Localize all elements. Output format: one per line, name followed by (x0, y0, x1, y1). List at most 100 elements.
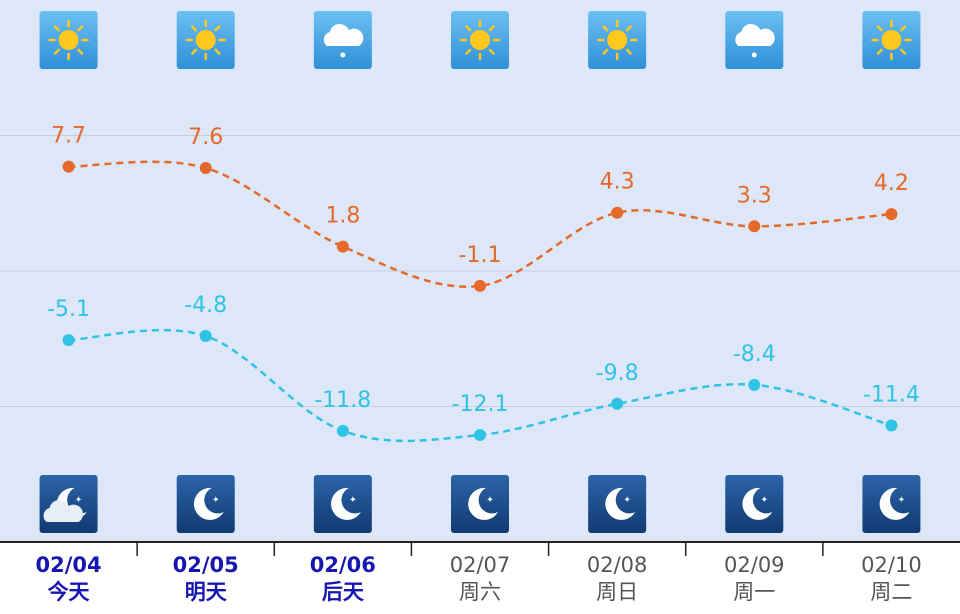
sun-ray (53, 25, 60, 32)
sun-ray (77, 25, 84, 32)
sun-ray (53, 48, 60, 55)
star: ✦ (761, 496, 769, 506)
sun-ray (465, 48, 472, 55)
cloud (323, 23, 364, 46)
sun (58, 30, 79, 50)
star: ✦ (349, 496, 357, 506)
data-point (62, 160, 75, 173)
day-icon (725, 11, 784, 69)
data-point (199, 330, 212, 343)
data-label: 3.3 (737, 183, 772, 208)
sun-ray (77, 48, 84, 55)
star: ✦ (212, 496, 220, 506)
night-icon: ✦ (313, 475, 372, 533)
data-point (885, 419, 898, 432)
star: ✦ (898, 496, 906, 506)
sun-ray (876, 48, 883, 55)
data-point (611, 397, 624, 410)
day-icon (176, 11, 235, 69)
data-point (748, 220, 761, 233)
weekday-label: 今天 (48, 580, 91, 604)
sun-ray (625, 48, 632, 55)
date-label: 02/06 (310, 553, 376, 577)
data-label: -11.8 (314, 388, 371, 413)
sun-ray (488, 25, 495, 32)
data-label: 1.8 (325, 204, 360, 229)
weekday-label: 明天 (185, 580, 228, 604)
data-point (474, 428, 486, 441)
data-point (62, 334, 75, 347)
icon-tile (588, 475, 647, 533)
data-point (611, 206, 624, 219)
sun-ray (625, 25, 632, 32)
sun-ray (900, 25, 907, 32)
snowflake (751, 52, 757, 58)
sun-ray (214, 25, 221, 32)
icon-tile (39, 475, 98, 533)
date-label: 02/08 (587, 553, 648, 577)
date-label: 02/04 (36, 553, 102, 577)
sun-ray (488, 48, 495, 55)
moon (193, 487, 224, 520)
sun-ray (465, 25, 472, 32)
date-label: 02/07 (450, 553, 511, 577)
data-label: -8.4 (733, 342, 776, 367)
data-point (199, 162, 212, 175)
moon (879, 487, 910, 520)
date-label: 02/05 (173, 553, 239, 577)
date-label: 02/09 (724, 553, 785, 577)
data-label: -5.1 (47, 297, 90, 322)
sun-ray (602, 48, 609, 55)
icon-tile (451, 475, 509, 533)
data-point (885, 208, 898, 221)
star: ✦ (75, 496, 83, 506)
night-icon: ✦ (176, 475, 235, 533)
data-point (336, 240, 349, 253)
moon (742, 487, 773, 520)
icon-tile (313, 475, 372, 533)
icon-tile (725, 475, 784, 533)
sun (195, 30, 216, 50)
day-icon (451, 11, 509, 69)
sun-ray (900, 48, 907, 55)
weekday-label: 周日 (596, 580, 638, 604)
night-icon: ✦ (39, 475, 98, 533)
data-point (748, 378, 761, 391)
sun-ray (191, 48, 198, 55)
star: ✦ (623, 496, 631, 506)
sun-ray (214, 48, 221, 55)
day-icon (39, 11, 98, 69)
data-label: -11.4 (863, 382, 920, 407)
cloud (735, 23, 775, 46)
snowflake (340, 52, 346, 58)
star: ✦ (486, 496, 494, 506)
data-label: 7.6 (188, 125, 223, 150)
data-label: 7.7 (51, 124, 86, 149)
weekday-label: 周二 (870, 580, 912, 604)
moon (331, 487, 361, 520)
night-icon: ✦ (451, 475, 509, 533)
sun (470, 30, 490, 50)
data-label: 4.3 (600, 170, 635, 195)
data-point (336, 424, 349, 437)
weekday-label: 后天 (322, 580, 365, 604)
icon-tile (862, 475, 921, 533)
night-icon: ✦ (862, 475, 921, 533)
sun (607, 30, 628, 50)
sun (881, 30, 902, 50)
day-icon (588, 11, 647, 69)
data-label: -12.1 (452, 392, 509, 417)
night-icon: ✦ (725, 475, 784, 533)
moon (605, 487, 636, 520)
day-icon (862, 11, 921, 69)
data-point (474, 279, 486, 292)
weekday-label: 周六 (459, 580, 501, 604)
moon (468, 487, 498, 520)
icon-tile (176, 475, 235, 533)
sun-ray (876, 25, 883, 32)
data-label: 4.2 (874, 171, 909, 196)
data-label: -9.8 (596, 361, 639, 386)
data-label: -1.1 (459, 243, 502, 268)
